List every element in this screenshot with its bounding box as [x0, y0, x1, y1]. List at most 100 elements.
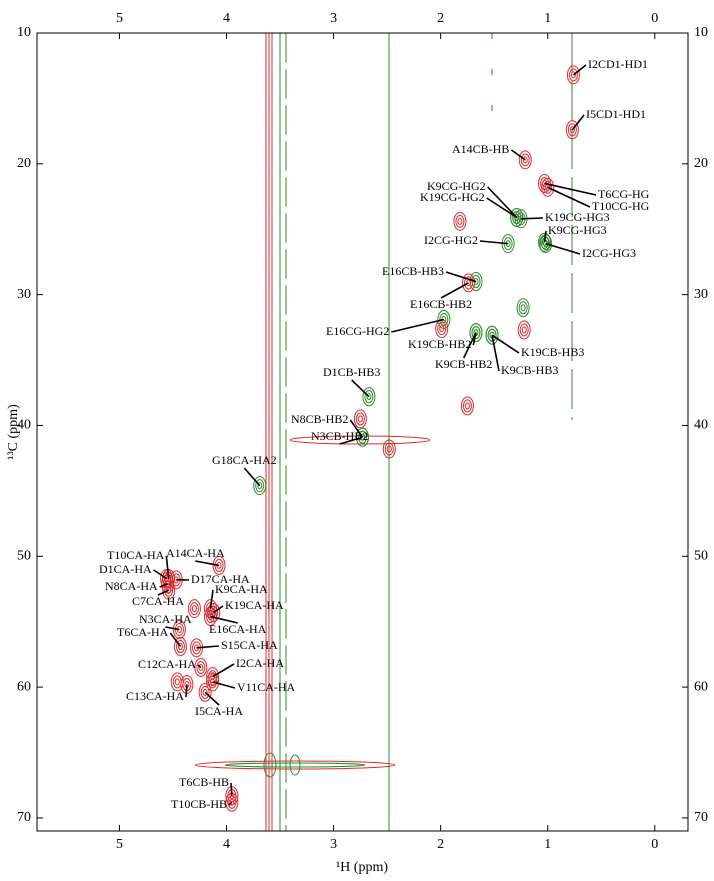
- x-tick-label: 2: [437, 11, 444, 26]
- peak-label: A14CA-HA: [166, 546, 225, 560]
- contour: [202, 688, 208, 696]
- contour: [437, 322, 447, 336]
- contour: [172, 675, 182, 689]
- contour: [229, 798, 235, 806]
- contour: [205, 609, 215, 623]
- contour: [358, 430, 367, 444]
- contour: [189, 602, 199, 616]
- x-tick-label: 4: [223, 837, 230, 852]
- contour: [172, 620, 186, 640]
- peak-label: V11CA-HA: [237, 680, 296, 694]
- contour: [386, 445, 392, 453]
- contour: [462, 399, 472, 413]
- contour: [462, 273, 476, 293]
- contour: [255, 479, 265, 493]
- x-tick-label: 2: [437, 837, 444, 852]
- peak-label: N8CA-HA: [105, 579, 158, 593]
- peak-label: D1CA-HA: [99, 562, 152, 576]
- peak: [198, 682, 212, 702]
- peak: [194, 657, 208, 677]
- label-leader: [153, 569, 167, 580]
- label-leader: [209, 589, 214, 609]
- peak: [565, 120, 579, 140]
- y-tick-label: 40: [17, 418, 31, 433]
- peak-label: E16CA-HA: [209, 622, 267, 636]
- label-leader: [487, 186, 518, 219]
- contour: [522, 156, 528, 164]
- contour: [170, 672, 184, 692]
- peak-label: T6CG-HG: [598, 187, 650, 201]
- peak: [253, 476, 267, 496]
- label-leader: [510, 149, 526, 161]
- label-leader: [165, 555, 170, 579]
- contour: [356, 427, 369, 447]
- label-leader: [165, 626, 180, 631]
- contour: [566, 65, 580, 85]
- contour: [362, 387, 376, 407]
- y-tick-label: 60: [17, 679, 31, 694]
- label-leader: [212, 663, 235, 678]
- contour: [455, 214, 465, 228]
- peak: [225, 792, 239, 812]
- peak: [435, 319, 449, 339]
- peak-label: C7CA-HA: [132, 594, 184, 608]
- y-tick-label: 30: [694, 287, 708, 302]
- contour: [568, 68, 578, 82]
- peak-label: E16CB-HB2: [410, 297, 472, 311]
- contour: [543, 180, 553, 194]
- y-tick-label: 70: [17, 810, 31, 825]
- contour: [175, 640, 185, 654]
- y-tick-label: 70: [694, 810, 708, 825]
- contour: [253, 476, 267, 496]
- peak-label: A14CB-HB: [452, 142, 509, 156]
- peak-label: S15CA-HA: [221, 638, 278, 652]
- contour: [164, 583, 174, 597]
- contour: [439, 325, 445, 333]
- peak: [453, 211, 467, 231]
- label-leader: [196, 645, 220, 649]
- x-tick-label: 3: [330, 11, 337, 26]
- label-leader: [228, 801, 233, 806]
- contour: [469, 323, 483, 343]
- contour: [209, 606, 219, 620]
- peak-label: D1CB-HB3: [323, 365, 380, 379]
- x-axis-label: ¹H (ppm): [336, 860, 388, 875]
- contour: [355, 412, 365, 426]
- label-leader: [391, 318, 445, 333]
- label-leader: [445, 271, 477, 283]
- contour: [453, 211, 467, 231]
- contour: [200, 685, 210, 699]
- label-leader: [486, 197, 518, 219]
- contour: [357, 415, 363, 423]
- contour: [198, 682, 212, 702]
- y-tick-label: 50: [17, 548, 31, 563]
- label-leader: [440, 282, 469, 299]
- contour: [439, 312, 449, 326]
- contour: [538, 232, 552, 252]
- label-leader: [230, 782, 233, 796]
- peak-label: I2CG-HG3: [582, 246, 636, 260]
- peak-label: K19CA-HA: [225, 598, 284, 612]
- contour: [194, 657, 208, 677]
- label-leader: [204, 691, 220, 706]
- contour: [174, 678, 180, 686]
- contour: [519, 323, 529, 337]
- contour: [205, 602, 215, 616]
- peak-label: N3CA-HA: [139, 612, 192, 626]
- peak: [382, 439, 396, 459]
- contour: [565, 120, 579, 140]
- plot-frame: [36, 32, 689, 832]
- contour: [521, 326, 527, 334]
- contour: [520, 304, 526, 312]
- label-leader: [491, 335, 500, 372]
- peak-label: N3CB-HB2: [311, 429, 368, 443]
- label-leader: [243, 467, 261, 487]
- contour: [382, 439, 396, 459]
- label-leader: [349, 419, 364, 438]
- peak-label: C13CA-HA: [126, 689, 184, 703]
- contour: [460, 396, 474, 416]
- x-tick-label: 1: [544, 837, 551, 852]
- contour: [166, 586, 172, 594]
- y-tick-label: 10: [17, 25, 31, 40]
- contour: [198, 663, 204, 671]
